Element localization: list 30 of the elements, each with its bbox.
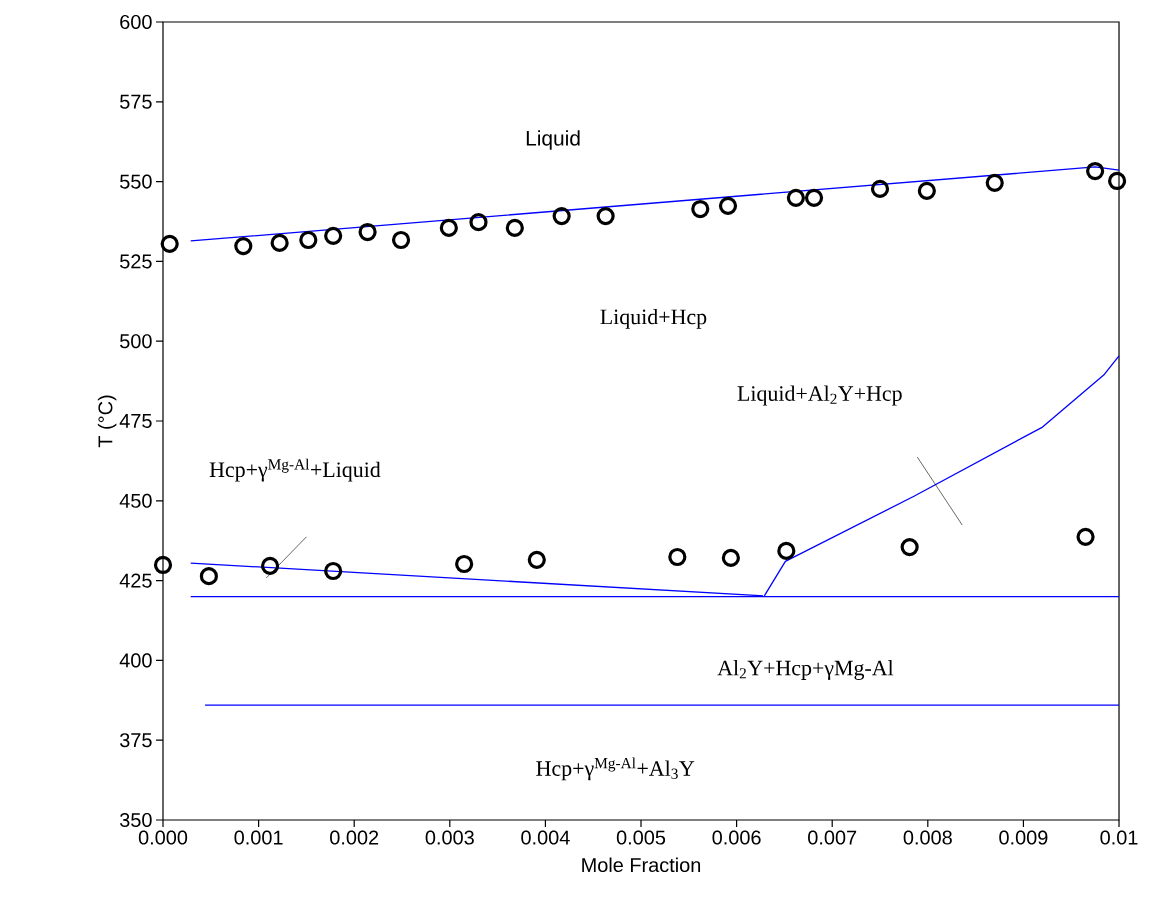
x-tick-label: 0.005 — [616, 830, 666, 845]
x-tick-label: 0.003 — [425, 830, 474, 845]
x-tick-label: 0.002 — [330, 830, 379, 845]
y-tick-label: 375 — [120, 733, 152, 748]
y-tick-label: 475 — [119, 414, 152, 428]
annotation: Liquid+Al$_{2}$Y+Hcp — [737, 385, 902, 406]
x-tick-label: 0.000 — [138, 830, 188, 845]
x-axis-title: Mole Fraction — [582, 857, 701, 873]
y-tick-label: 425 — [119, 573, 152, 588]
annotation: Hcp+γ$^{Mg-Al}$+Al$_{3}$Y — [536, 757, 695, 781]
annotation: Hcp+γ$^{Mg-Al}$+Liquid — [209, 458, 381, 482]
x-tick-label: 0.009 — [999, 830, 1048, 845]
x-tick-label: 0.01 — [1100, 830, 1138, 845]
y-tick-label: 600 — [120, 14, 152, 30]
annotation: Al$_{2}$Y+Hcp+γMg-Al — [717, 660, 894, 680]
y-tick-label: 525 — [120, 254, 152, 269]
y-axis-title: T (°C) — [97, 395, 117, 448]
x-tick-label: 0.004 — [521, 830, 570, 845]
x-tick-label: 0.001 — [234, 830, 283, 845]
x-tick-label: 0.006 — [712, 830, 761, 845]
x-tick-label: 0.008 — [903, 830, 952, 845]
annotation: Liquid — [526, 130, 580, 150]
y-tick-label: 350 — [120, 812, 152, 828]
y-tick-label: 575 — [120, 94, 152, 109]
y-tick-label: 500 — [120, 334, 152, 349]
y-tick-label: 400 — [119, 653, 152, 668]
y-tick-label: 550 — [120, 174, 152, 189]
x-tick-label: 0.007 — [808, 830, 857, 845]
annotation: Liquid+Hcp — [600, 308, 707, 329]
y-tick-label: 450 — [119, 493, 152, 508]
